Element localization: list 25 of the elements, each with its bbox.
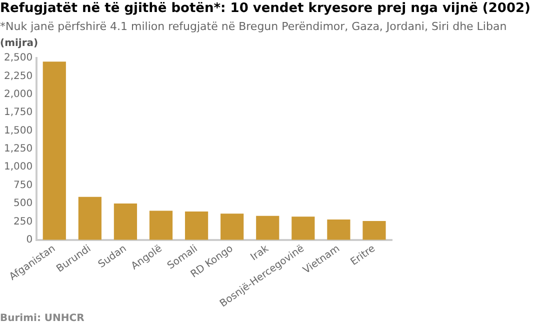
bar xyxy=(78,196,102,240)
bar xyxy=(114,203,138,240)
y-tick-label: 2,000 xyxy=(4,88,33,100)
y-tick-label: 1,750 xyxy=(4,107,33,118)
y-tick-label: 750 xyxy=(14,180,33,191)
bar xyxy=(220,214,244,240)
bar xyxy=(292,216,315,240)
y-tick-label: 1,000 xyxy=(4,162,33,173)
chart-title: Refugjatët në të gjithë botën*: 10 vendet kryesore prej nga vijnë (2002) xyxy=(0,1,530,16)
y-tick-label: 250 xyxy=(14,216,33,228)
y-tick-label: 500 xyxy=(14,198,33,210)
bar xyxy=(327,219,350,240)
bar xyxy=(149,210,173,240)
y-tick-label: 0 xyxy=(26,234,33,246)
bar xyxy=(362,220,386,240)
text: Burimi: UNHCR xyxy=(0,313,84,324)
bar xyxy=(184,211,208,240)
y-tick-label: 1,500 xyxy=(4,125,33,136)
y-axis-title: (mijra) xyxy=(0,38,38,49)
y-tick-label: 1,250 xyxy=(4,144,33,155)
bar xyxy=(256,216,280,240)
chart-subtitle: *Nuk janë përfshirë 4.1 milion refugjatë në Bregun Perëndimor, Gaza, Jordani, Siri dhe Liban xyxy=(0,20,507,33)
y-tick-label: 2,500 xyxy=(4,52,33,64)
y-tick-label: 2,250 xyxy=(4,70,33,82)
bar xyxy=(42,62,66,240)
